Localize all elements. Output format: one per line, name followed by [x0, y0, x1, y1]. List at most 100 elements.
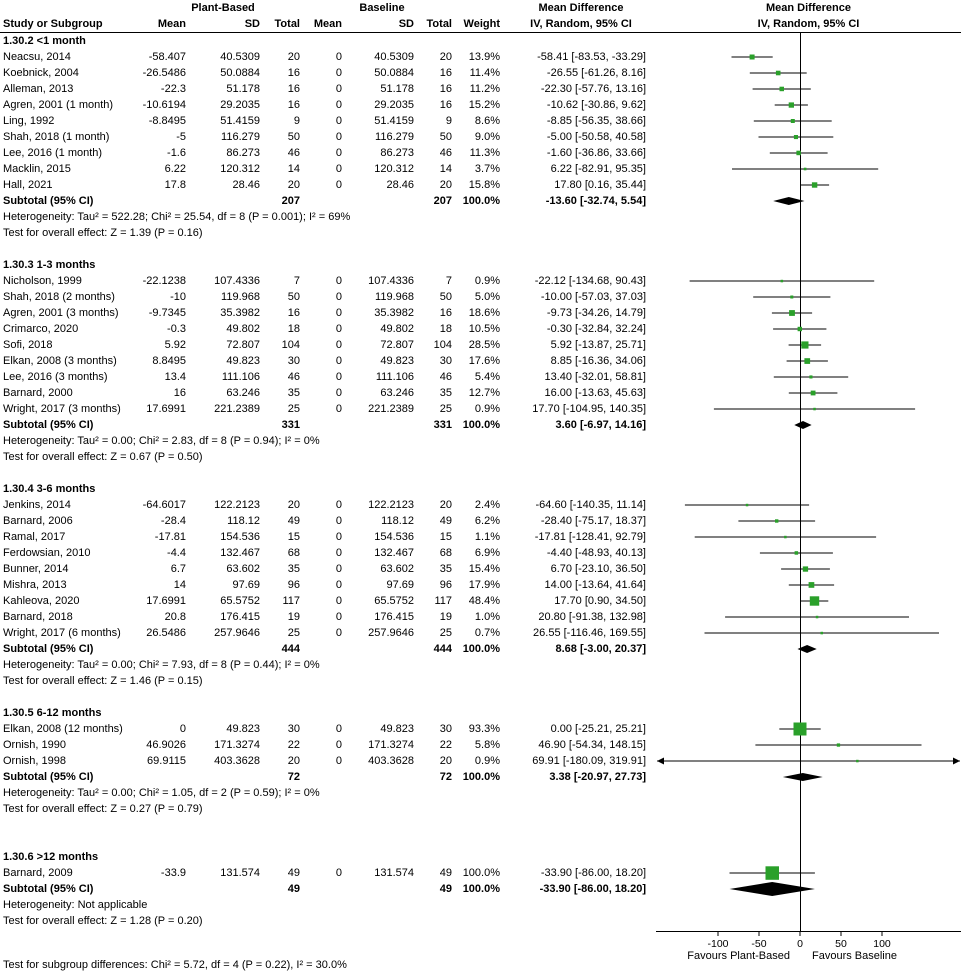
ci-text: 6.70 [-23.10, 36.50]	[550, 563, 646, 575]
total-plant: 20	[287, 755, 300, 767]
mean2-col-header: Mean	[313, 18, 342, 30]
subtotal-weight: 100.0%	[462, 419, 500, 431]
ci-plot-cell	[656, 401, 961, 417]
sd-baseline: 51.178	[380, 83, 414, 95]
mean-plant: 14	[173, 579, 186, 591]
ci-col-header: IV, Random, 95% CI	[530, 18, 632, 30]
total1-col-header: Total	[274, 18, 300, 30]
overall-effect-text: Test for overall effect: Z = 0.27 (P = 0…	[3, 803, 203, 815]
overall-effect-row: Test for overall effect: Z = 1.39 (P = 0…	[0, 225, 961, 241]
sd-plant: 40.5309	[220, 51, 260, 63]
subtotal-weight: 100.0%	[462, 643, 500, 655]
ci-text: -0.30 [-32.84, 32.24]	[546, 323, 646, 335]
ci-text: 8.85 [-16.36, 34.06]	[550, 355, 646, 367]
subtotal-plot-cell	[656, 769, 961, 785]
mean-baseline: 0	[335, 51, 342, 63]
ci-text: 20.80 [-91.38, 132.98]	[538, 611, 646, 623]
mean-baseline: 0	[335, 531, 342, 543]
heterogeneity-text: Heterogeneity: Tau² = 0.00; Chi² = 1.05,…	[3, 787, 320, 799]
mean-baseline: 0	[335, 499, 342, 511]
ci-text: -28.40 [-75.17, 18.37]	[540, 515, 646, 527]
ci-plot-cell	[656, 513, 961, 529]
heterogeneity-row: Heterogeneity: Not applicable	[0, 897, 961, 913]
subtotal-plot-cell	[656, 641, 961, 657]
mean-baseline: 0	[335, 67, 342, 79]
sd-plant: 131.574	[220, 867, 260, 879]
sd-plant: 116.279	[221, 131, 260, 143]
sd-plant: 63.246	[226, 387, 260, 399]
ci-text: -22.30 [-57.76, 13.16]	[540, 83, 646, 95]
ci-plot-cell	[656, 113, 961, 129]
axis-area: -100 -50 0 50 100 Favours Plant-Based Favour…	[0, 929, 961, 976]
sd-baseline: 29.2035	[374, 99, 414, 111]
total-baseline: 25	[439, 627, 452, 639]
sd-baseline: 86.273	[380, 147, 414, 159]
sd-baseline: 118.12	[381, 515, 414, 527]
total-plant: 15	[287, 531, 300, 543]
study-weight: 11.3%	[469, 147, 500, 159]
mean-plant: 17.8	[164, 179, 186, 191]
total-baseline: 16	[439, 83, 452, 95]
study-name: Shah, 2018 (2 months)	[3, 291, 115, 303]
sd-plant: 107.4336	[214, 275, 260, 287]
total-plant: 68	[287, 547, 300, 559]
study-name: Nicholson, 1999	[3, 275, 82, 287]
total-plant: 22	[287, 739, 300, 751]
sd-baseline: 35.3982	[374, 307, 414, 319]
study-row: Agren, 2001 (3 months) -9.7345 35.3982 16 0 3…	[0, 305, 961, 321]
md-title-plot-col: Mean Difference	[766, 2, 851, 14]
ci-plot-cell	[656, 753, 961, 769]
mean-plant: 13.4	[164, 371, 186, 383]
study-weight: 0.9%	[474, 755, 500, 767]
ci-marker-svg	[752, 86, 811, 92]
mean-baseline: 0	[335, 515, 342, 527]
group1-header: Plant-Based	[191, 2, 255, 14]
axis: -100 -50 0 50 100	[656, 931, 961, 950]
ci-plot-cell	[656, 305, 961, 321]
ci-plot-cell	[656, 721, 961, 737]
axis-tick-label: 50	[835, 938, 847, 950]
mean-plant: 6.7	[170, 563, 186, 575]
total-baseline: 19	[439, 611, 452, 623]
study-name: Ling, 1992	[3, 115, 55, 127]
sd-plant: 35.3982	[220, 307, 260, 319]
ci-marker-svg	[774, 102, 808, 108]
heterogeneity-text: Heterogeneity: Tau² = 522.28; Chi² = 25.…	[3, 211, 351, 223]
subtotal-total-baseline: 207	[433, 195, 452, 207]
mean-plant: 17.6991	[146, 595, 186, 607]
mean-baseline: 0	[335, 275, 342, 287]
subtotal-diamond-svg	[794, 421, 812, 429]
mean-baseline: 0	[335, 83, 342, 95]
study-name: Ferdowsian, 2010	[3, 547, 91, 559]
total-plant: 49	[287, 867, 300, 879]
study-row: Lee, 2016 (1 month) -1.6 86.273 46 0 86.273 46…	[0, 145, 961, 161]
sd-plant: 120.312	[220, 163, 260, 175]
mean-plant: -9.7345	[148, 307, 186, 319]
study-name: Kahleova, 2020	[3, 595, 80, 607]
total-baseline: 35	[439, 387, 452, 399]
ci-plot-cell	[656, 625, 961, 641]
study-row: Agren, 2001 (1 month) -10.6194 29.2035 16 0 2…	[0, 97, 961, 113]
ci-plot-cell	[656, 65, 961, 81]
total-baseline: 30	[439, 355, 452, 367]
ci-text: 0.00 [-25.21, 25.21]	[550, 723, 646, 735]
ci-text: 26.55 [-116.46, 169.55]	[533, 627, 646, 639]
sd-plant: 49.802	[226, 323, 260, 335]
sd1-col-header: SD	[244, 18, 260, 30]
study-weight: 0.9%	[474, 403, 500, 415]
study-name: Macklin, 2015	[3, 163, 71, 175]
favours-right-label: Favours Baseline	[812, 950, 897, 962]
mean-plant: -5	[176, 131, 186, 143]
sd-baseline: 63.602	[380, 563, 414, 575]
total-plant: 25	[287, 627, 300, 639]
mean-plant: 8.8495	[152, 355, 186, 367]
study-row: Ling, 1992 -8.8495 51.4159 9 0 51.4159 9 8.6% -8…	[0, 113, 961, 129]
subtotal-label: Subtotal (95% CI)	[3, 771, 94, 783]
mean-plant: 20.8	[164, 611, 186, 623]
mean-baseline: 0	[335, 579, 342, 591]
study-row: Nicholson, 1999 -22.1238 107.4336 7 0 107.433…	[0, 273, 961, 289]
subtotal-total-plant: 444	[281, 643, 300, 655]
study-name: Alleman, 2013	[3, 83, 74, 95]
ci-marker-svg	[732, 167, 879, 171]
